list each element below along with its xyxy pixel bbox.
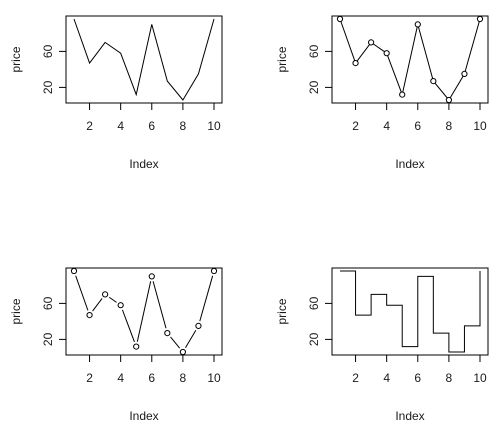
data-point [383,50,390,57]
data-point [336,15,344,23]
x-tick-label: 10 [207,371,221,385]
y-tick-label: 60 [41,44,55,58]
series-segment [108,296,117,303]
y-axis-label: price [275,298,289,324]
x-axis-label: Index [395,409,424,423]
x-tick-label: 4 [383,119,390,133]
y-tick-label: 20 [307,80,321,94]
series-segment [170,336,181,349]
data-point [461,70,468,78]
plot-panel-3: 2 4 6 8 10 20 60 Index price [9,267,223,423]
y-tick-label: 20 [307,332,321,346]
x-axis-label: Index [129,409,158,423]
x-tick-label: 10 [207,119,221,133]
data-point [210,267,218,275]
x-tick-label: 2 [86,119,93,133]
x-axis-label: Index [395,157,424,171]
series-segment [75,275,89,311]
x-tick-label: 6 [414,119,421,133]
y-tick-label: 60 [307,44,321,58]
x-tick-label: 8 [180,119,187,133]
series-steps [340,270,481,353]
data-point [117,302,124,309]
series-segment [152,281,167,329]
plot-frame [331,267,489,356]
data-point [195,322,202,329]
x-tick-label: 8 [446,119,453,133]
x-tick-label: 4 [117,371,124,385]
x-tick-label: 2 [352,371,359,385]
data-point [102,291,109,298]
series-segment [121,309,135,343]
data-point [414,21,421,28]
plot-frame [65,15,223,104]
data-point [70,267,78,275]
data-point [352,60,359,67]
data-point [476,15,484,23]
x-tick-label: 4 [117,119,124,133]
series-line [339,18,481,101]
x-tick-label: 6 [148,371,155,385]
x-tick-label: 10 [473,119,487,133]
plot-frame [331,15,489,104]
data-point [148,273,155,280]
x-tick-label: 6 [148,119,155,133]
x-tick-label: 8 [446,371,453,385]
data-point [133,343,140,350]
plot-frame [65,267,223,356]
series-segment [136,281,152,342]
data-point [368,39,375,46]
x-tick-label: 10 [473,371,487,385]
y-axis-label: price [9,46,23,72]
x-tick-label: 6 [414,371,421,385]
y-axis-label: price [9,298,23,324]
y-tick-label: 20 [41,332,55,346]
series-segment [199,275,214,322]
y-tick-label: 60 [41,296,55,310]
y-tick-label: 20 [41,80,55,94]
plot-panel-1: 2 4 6 8 10 20 60 Index price [9,15,223,171]
x-tick-label: 2 [86,371,93,385]
series-segment [92,298,103,312]
plot-panel-4: 2 4 6 8 10 20 60 Index price [275,267,489,423]
x-tick-label: 8 [180,371,187,385]
y-tick-label: 60 [307,296,321,310]
data-point [179,348,186,356]
x-tick-label: 4 [383,371,390,385]
data-point [86,312,93,319]
plot-panel-2: 2 4 6 8 10 20 60 Index price [275,15,489,171]
y-axis-label: price [275,46,289,72]
data-point [399,91,406,98]
x-axis-label: Index [129,157,158,171]
series-line [73,18,215,101]
x-tick-label: 2 [352,119,359,133]
series-segment [185,329,197,348]
data-point [445,96,452,104]
data-point [430,78,437,85]
data-point [164,330,171,337]
